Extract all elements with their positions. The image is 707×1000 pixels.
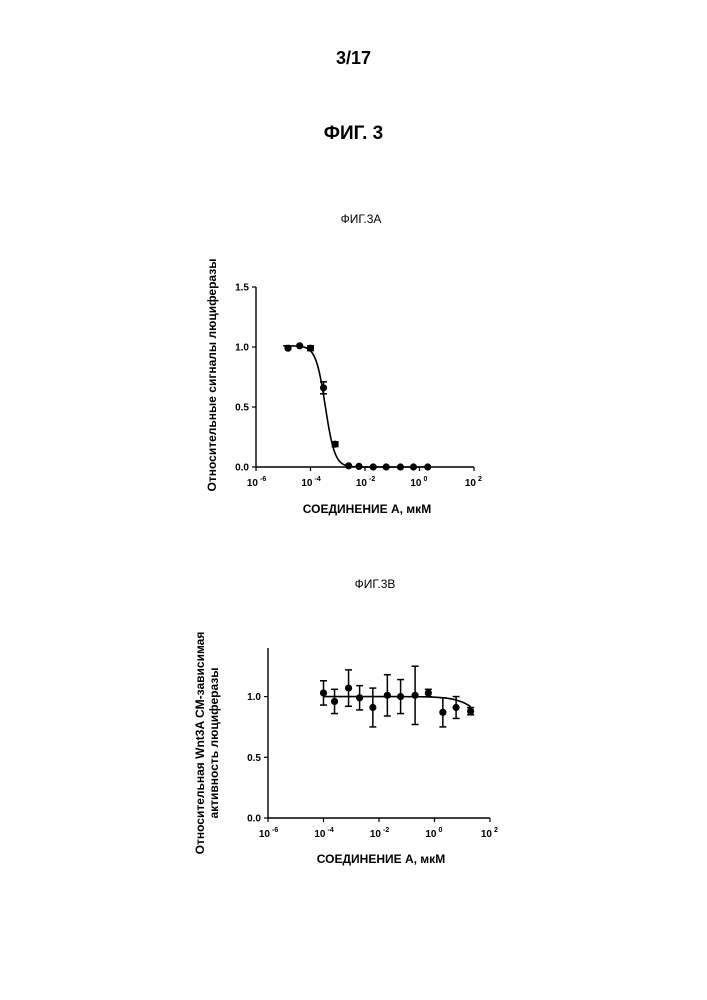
chart2-data-point [345, 684, 352, 691]
chart2-data-point [425, 689, 432, 696]
chart1-data-point [332, 441, 339, 448]
chart2-data-point [397, 693, 404, 700]
chart2-x-axis-label: СОЕДИНЕНИЕ А, мкМ [317, 852, 445, 866]
chart1-x-tick-base: 10 [301, 478, 313, 489]
chart1-y-tick-label: 1.5 [235, 283, 249, 294]
chart1-x-tick-exp: 2 [478, 476, 482, 483]
chart1-x-tick-exp: 0 [424, 476, 428, 483]
chart2-x-tick-base: 10 [259, 829, 271, 840]
chart2-x-tick-base: 10 [314, 829, 326, 840]
chart1-data-point [284, 345, 291, 352]
chart2-y-tick-label: 0.0 [247, 814, 261, 825]
chart1-x-tick-base: 10 [410, 478, 422, 489]
chart2-y-axis-label: активность люциферазы [207, 668, 221, 819]
chart2-x-tick-exp: -4 [328, 827, 334, 834]
chart2-data-point [467, 708, 474, 715]
chart2-x-tick-exp: -6 [272, 827, 278, 834]
chart2-data-point [452, 704, 459, 711]
chart2-y-tick-label: 1.0 [247, 692, 261, 703]
chart1-x-tick-exp: -4 [315, 476, 321, 483]
chart1-x-tick-base: 10 [356, 478, 368, 489]
chart2-data-point [331, 698, 338, 705]
chart1-y-tick-label: 1.0 [235, 343, 249, 354]
chart2-x-tick-base: 10 [370, 829, 382, 840]
chart2-x-tick-exp: 2 [494, 827, 498, 834]
chart1-data-point [345, 462, 352, 469]
chart1-data-point [370, 463, 377, 470]
chart2-x-tick-exp: 0 [439, 827, 443, 834]
chart1-x-tick-exp: -2 [369, 476, 375, 483]
chart2-fit-curve [324, 697, 471, 707]
chart2-x-tick-base: 10 [481, 829, 493, 840]
chart2-data-point [412, 692, 419, 699]
chart1-y-tick-label: 0.0 [235, 463, 249, 474]
chart1-y-axis-label: Относительные сигналы люциферазы [205, 259, 219, 492]
chart1-data-point [296, 342, 303, 349]
chart1-fit-curve [283, 346, 427, 467]
chart1-data-point [424, 463, 431, 470]
chart1-title: ФИГ.3А [341, 212, 382, 226]
chart2-data-point [439, 709, 446, 716]
chart1-data-point [410, 463, 417, 470]
chart1-x-tick-exp: -6 [260, 476, 266, 483]
chart1-data-point [383, 463, 390, 470]
chart2-y-axis-label: Относительная Wnt3A CM-зависимая [193, 632, 207, 855]
chart2-data-point [369, 704, 376, 711]
chart2-data-point [320, 689, 327, 696]
chart2-x-tick-exp: -2 [383, 827, 389, 834]
chart2-x-tick-base: 10 [425, 829, 437, 840]
chart1-data-point [355, 463, 362, 470]
chart1-data-point [307, 345, 314, 352]
chart1-x-tick-base: 10 [247, 478, 259, 489]
chart2-data-point [384, 692, 391, 699]
chart2-y-tick-label: 0.5 [247, 753, 261, 764]
chart1-data-point [320, 384, 327, 391]
chart2-data-point [356, 694, 363, 701]
chart1-data-point [397, 463, 404, 470]
chart1-y-tick-label: 0.5 [235, 403, 249, 414]
chart2-title: ФИГ.3В [355, 577, 396, 591]
chart1-x-axis-label: СОЕДИНЕНИЕ А, мкМ [303, 502, 431, 516]
chart1-x-tick-base: 10 [465, 478, 477, 489]
